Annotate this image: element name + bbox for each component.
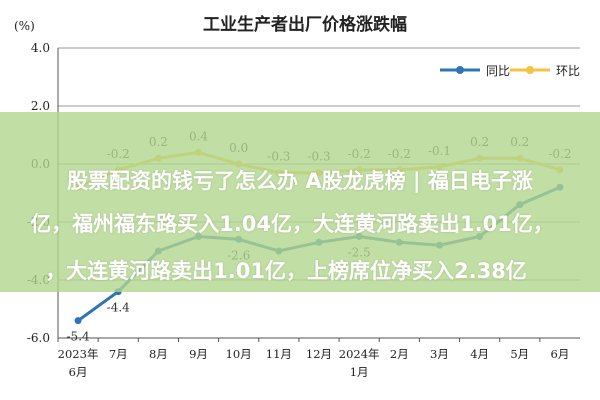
x-tick-label: 9月 <box>189 347 208 361</box>
legend-marker-mom <box>526 66 534 74</box>
x-tick-label: 2月 <box>390 347 409 361</box>
x-tick-label: 2023年 6月 <box>58 347 99 379</box>
headline-line-2[interactable]: 亿，福州福东路买入1.04亿，大连黄河路卖出1.01亿， <box>30 212 554 236</box>
data-point-yoy <box>74 317 82 325</box>
headline-overlay[interactable]: 股票配资的钱亏了怎么办 A股龙虎榜 | 福日电子涨 亿，福州福东路买入1.04亿… <box>0 112 600 292</box>
headline-line-1[interactable]: 股票配资的钱亏了怎么办 A股龙虎榜 | 福日电子涨 <box>67 169 533 193</box>
y-tick-label: 2.0 <box>31 99 50 113</box>
x-tick-label: 7月 <box>109 347 128 361</box>
x-tick-label: 8月 <box>149 347 168 361</box>
x-tick-label: 5月 <box>510 347 529 361</box>
x-tick-label: 4月 <box>470 347 489 361</box>
y-unit-label: (%) <box>14 19 35 33</box>
legend-marker-yoy <box>456 66 464 74</box>
y-tick-label: 4.0 <box>31 41 50 55</box>
x-axis-ticks: 2023年 6月 7月 8月 9月 10月 11月 12月 2024年 1月 2月 3月 4月 5月 6月 <box>57 338 570 379</box>
chart-title: 工业生产者出厂价格涨跌幅 <box>203 14 407 35</box>
x-tick-label: 11月 <box>266 347 292 361</box>
x-tick-label: 10月 <box>226 347 252 361</box>
legend: 同比 环比 <box>440 64 580 78</box>
x-tick-label: 3月 <box>430 347 449 361</box>
legend-label-mom: 环比 <box>556 64 580 78</box>
x-tick-label: 6月 <box>551 347 570 361</box>
y-tick-label: -6.0 <box>27 331 50 345</box>
data-label: -5.4 <box>67 330 91 344</box>
headline-line-3[interactable]: ，大连黄河路卖出1.01亿，上榜席位净买入2.38亿 <box>45 259 527 283</box>
legend-label-yoy: 同比 <box>486 64 510 78</box>
data-label: -4.4 <box>107 301 131 315</box>
x-tick-label: 12月 <box>306 347 332 361</box>
x-tick-label: 2024年 1月 <box>339 347 380 379</box>
